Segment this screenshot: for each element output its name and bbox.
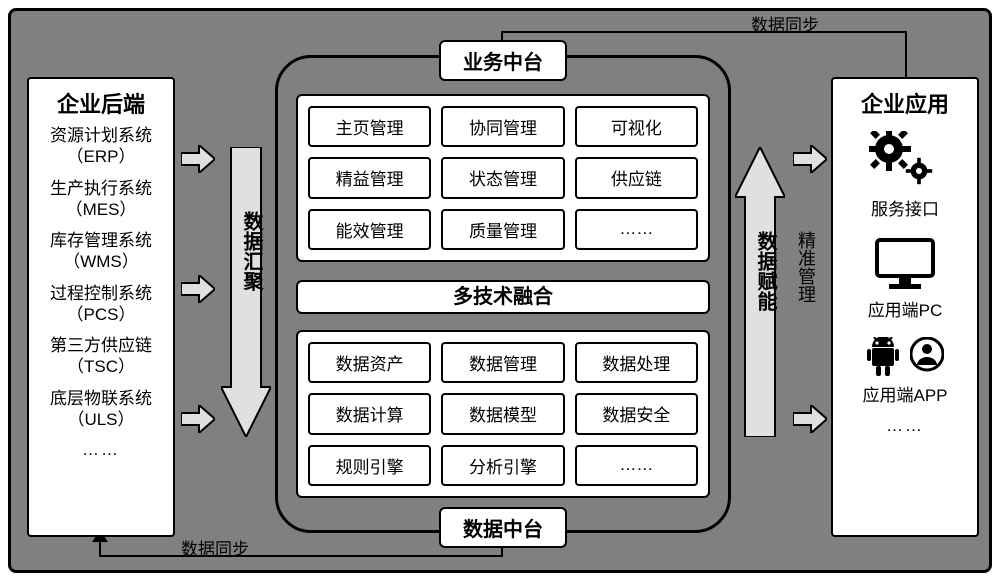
- business-platform-title: 业务中台: [439, 40, 567, 81]
- backend-item: 底层物联系统（ULS）: [35, 388, 167, 431]
- monitor-icon: [869, 236, 941, 292]
- sync-line-top: [905, 31, 907, 77]
- data-cell: 数据管理: [441, 342, 564, 383]
- sync-line-bot-h: [99, 555, 503, 557]
- data-cell: 数据资产: [308, 342, 431, 383]
- panel-apps-list: 服务接口 应用端PC: [833, 125, 977, 436]
- biz-cell: 供应链: [575, 157, 698, 198]
- manage-label: 精准管理: [793, 231, 819, 303]
- panel-backend-title: 企业后端: [29, 79, 173, 125]
- data-cell: ……: [575, 445, 698, 486]
- data-cell: 数据处理: [575, 342, 698, 383]
- biz-cell: 协同管理: [441, 106, 564, 147]
- sync-line-top-h: [501, 31, 907, 33]
- arrow-right-icon: [793, 405, 827, 433]
- data-cell: 数据模型: [441, 393, 564, 434]
- diagram-canvas: 数据同步 数据同步 企业后端 资源计划系统（ERP） 生产执行系统（MES） 库…: [8, 8, 992, 573]
- biz-cell: 状态管理: [441, 157, 564, 198]
- fusion-bar: 多技术融合: [296, 280, 710, 314]
- panel-apps-title: 企业应用: [833, 79, 977, 125]
- biz-cell: 主页管理: [308, 106, 431, 147]
- app-label-pc: 应用端PC: [868, 296, 943, 321]
- arrow-right-icon: [181, 275, 215, 303]
- arrow-right-icon: [181, 405, 215, 433]
- empower-label: 数据赋能: [751, 231, 780, 311]
- arrow-right-icon: [181, 145, 215, 173]
- backend-item: 资源计划系统（ERP）: [35, 125, 167, 168]
- biz-cell: 能效管理: [308, 209, 431, 250]
- panel-backend: 企业后端 资源计划系统（ERP） 生产执行系统（MES） 库存管理系统（WMS）…: [27, 77, 175, 537]
- sync-label-top: 数据同步: [751, 11, 819, 36]
- app-label-api: 服务接口: [871, 195, 939, 220]
- backend-item: 第三方供应链（TSC）: [35, 335, 167, 378]
- apps-more: ……: [886, 416, 924, 436]
- data-cell: 分析引擎: [441, 445, 564, 486]
- arrow-aggregate: [221, 147, 271, 437]
- sync-label-bottom: 数据同步: [181, 535, 249, 560]
- data-platform-title: 数据中台: [439, 507, 567, 548]
- biz-cell: 质量管理: [441, 209, 564, 250]
- aggregate-label: 数据汇聚: [237, 211, 266, 291]
- business-grid: 主页管理 协同管理 可视化 精益管理 状态管理 供应链 能效管理 质量管理 ……: [296, 94, 710, 262]
- data-cell: 数据安全: [575, 393, 698, 434]
- app-label-app: 应用端APP: [862, 381, 947, 406]
- biz-cell: ……: [575, 209, 698, 250]
- biz-cell: 可视化: [575, 106, 698, 147]
- backend-item: 生产执行系统（MES）: [35, 178, 167, 221]
- panel-backend-list: 资源计划系统（ERP） 生产执行系统（MES） 库存管理系统（WMS） 过程控制…: [29, 125, 173, 460]
- gears-icon: [869, 131, 941, 191]
- middle-platform: 业务中台 数据中台 主页管理 协同管理 可视化 精益管理 状态管理 供应链 能效…: [275, 55, 731, 533]
- panel-apps: 企业应用: [831, 77, 979, 537]
- backend-more: ……: [35, 440, 167, 460]
- data-cell: 数据计算: [308, 393, 431, 434]
- backend-item: 库存管理系统（WMS）: [35, 230, 167, 273]
- arrow-right-icon: [793, 145, 827, 173]
- data-grid: 数据资产 数据管理 数据处理 数据计算 数据模型 数据安全 规则引擎 分析引擎 …: [296, 330, 710, 498]
- backend-item: 过程控制系统（PCS）: [35, 283, 167, 326]
- android-person-icon: [866, 337, 944, 377]
- biz-cell: 精益管理: [308, 157, 431, 198]
- data-cell: 规则引擎: [308, 445, 431, 486]
